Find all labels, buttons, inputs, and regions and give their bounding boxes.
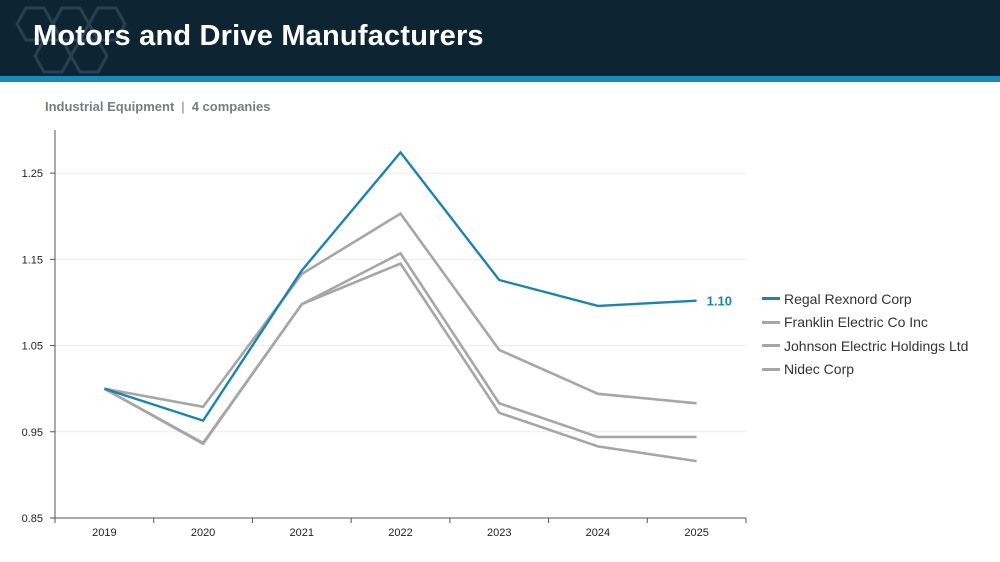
- legend-item: Regal Rexnord Corp: [762, 287, 968, 311]
- legend-item: Nidec Corp: [762, 358, 968, 382]
- series-line-nidec-corp: [103, 261, 697, 463]
- hexagon-pattern-logo: [15, 6, 127, 74]
- x-tick-label: 2022: [388, 527, 412, 539]
- series-line-regal-rexnord-corp: [104, 150, 697, 423]
- y-tick-label: 1.05: [22, 341, 43, 353]
- legend-swatch: [762, 297, 780, 301]
- header-accent-stripe: [0, 76, 1000, 82]
- page-title: Motors and Drive Manufacturers: [33, 20, 484, 52]
- x-tick-label: 2019: [92, 527, 116, 539]
- x-tick-label: 2025: [684, 527, 708, 539]
- header-bar: Motors and Drive Manufacturers: [0, 0, 1000, 76]
- legend-label: Regal Rexnord Corp: [784, 290, 912, 307]
- company-count: 4 companies: [191, 99, 271, 114]
- y-tick-label: 1.25: [22, 168, 43, 180]
- legend-item: Johnson Electric Holdings Ltd: [762, 334, 968, 358]
- x-tick-label: 2023: [487, 527, 511, 539]
- y-tick-label: 0.95: [22, 427, 43, 439]
- x-tick-label: 2021: [290, 527, 314, 539]
- chart-subtitle: Industrial Equipment | 4 companies: [45, 99, 270, 114]
- sector-label: Industrial Equipment: [45, 99, 175, 114]
- series-line-johnson-electric-holdings-ltd: [103, 251, 697, 446]
- legend-swatch: [762, 367, 780, 371]
- legend-item: Franklin Electric Co Inc: [762, 311, 968, 335]
- legend-swatch: [762, 320, 780, 324]
- y-tick-label: 1.15: [22, 254, 43, 266]
- series-end-value-label: 1.10: [707, 294, 732, 309]
- chart-legend: Regal Rexnord Corp Franklin Electric Co I…: [762, 287, 968, 381]
- legend-label: Nidec Corp: [784, 361, 855, 378]
- legend-swatch: [762, 344, 780, 348]
- legend-label: Franklin Electric Co Inc: [784, 314, 928, 331]
- legend-label: Johnson Electric Holdings Ltd: [784, 337, 969, 354]
- x-tick-label: 2024: [586, 527, 610, 539]
- x-tick-label: 2020: [191, 527, 215, 539]
- subtitle-separator: |: [181, 99, 185, 114]
- series-line-franklin-electric-co-inc: [104, 211, 697, 409]
- y-tick-label: 0.85: [22, 513, 43, 525]
